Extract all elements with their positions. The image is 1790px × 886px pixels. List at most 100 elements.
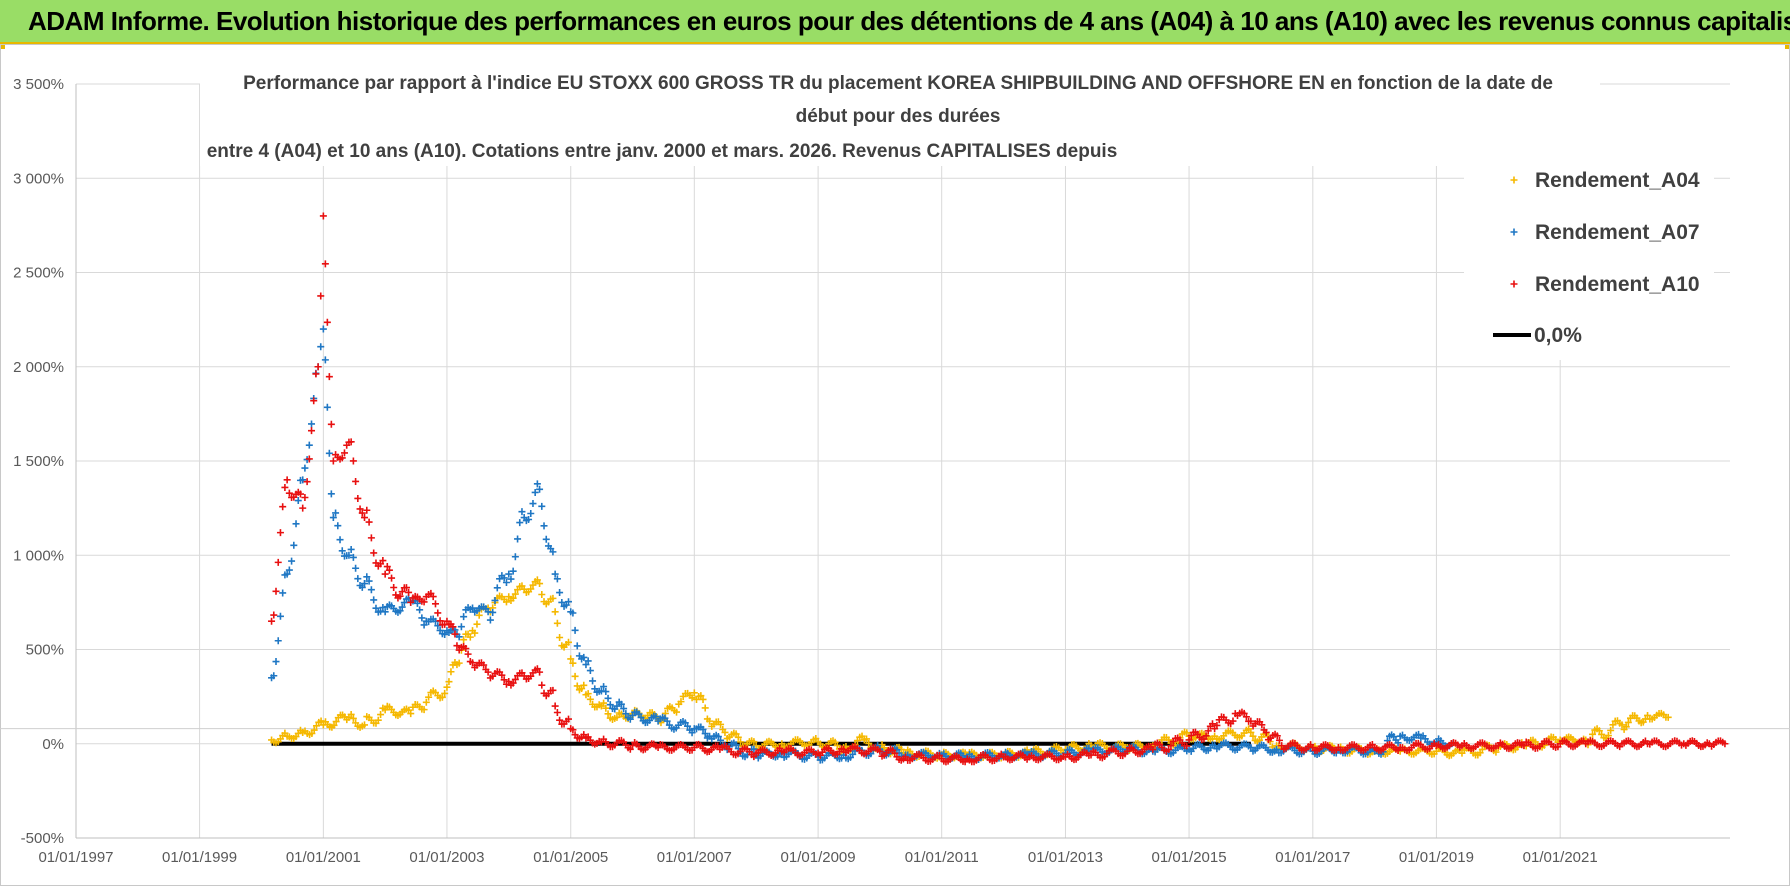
data-point (538, 502, 546, 510)
data-point (390, 584, 398, 592)
data-point (1616, 719, 1624, 727)
data-point (283, 476, 291, 484)
data-point (509, 679, 517, 687)
data-point (553, 619, 561, 627)
data-point (352, 477, 360, 485)
data-point (863, 735, 871, 743)
data-point (358, 722, 366, 730)
data-point (604, 710, 612, 718)
data-point (518, 508, 526, 516)
data-point (553, 708, 561, 716)
data-point (551, 608, 559, 616)
x-tick-label: 01/01/2007 (657, 849, 732, 866)
data-point (507, 575, 515, 583)
data-point (396, 592, 404, 600)
data-point (455, 659, 463, 667)
data-point (270, 672, 278, 680)
y-tick-label: -500% (21, 830, 64, 847)
data-point (1492, 742, 1500, 750)
data-point (1589, 730, 1597, 738)
data-point (285, 489, 293, 497)
data-point (347, 545, 355, 553)
data-point (1518, 741, 1526, 749)
data-point (438, 693, 446, 701)
data-point (573, 682, 581, 690)
data-point (1703, 739, 1711, 747)
data-point (405, 588, 413, 596)
data-point (586, 667, 594, 675)
title-background (200, 66, 1600, 166)
data-point (1394, 739, 1402, 747)
data-point (565, 598, 573, 606)
data-point (434, 622, 442, 630)
data-point (1624, 718, 1632, 726)
data-point (1147, 743, 1155, 751)
data-point (1270, 747, 1278, 755)
data-point (697, 692, 705, 700)
data-point (418, 614, 426, 622)
data-point (305, 455, 313, 463)
data-point (1247, 728, 1255, 736)
data-point (354, 494, 362, 502)
data-point (420, 621, 428, 629)
data-point (580, 681, 588, 689)
data-point (1719, 738, 1727, 746)
legend-swatch-rendement_a07 (1510, 228, 1518, 236)
data-point (379, 704, 387, 712)
data-point (407, 598, 415, 606)
data-point (1616, 743, 1624, 751)
data-point (812, 750, 820, 758)
data-point (750, 738, 758, 746)
data-point (338, 454, 346, 462)
data-point (449, 623, 457, 631)
data-point (600, 699, 608, 707)
data-point (518, 582, 526, 590)
data-point (865, 739, 873, 747)
data-point (434, 609, 442, 617)
data-point (1208, 741, 1216, 749)
data-point (276, 529, 284, 537)
data-point (290, 541, 298, 549)
data-point (812, 735, 820, 743)
data-point (703, 734, 711, 742)
y-tick-label: 2 000% (13, 359, 64, 376)
data-point (514, 535, 522, 543)
data-point (317, 343, 325, 351)
data-point (374, 716, 382, 724)
data-point (684, 722, 692, 730)
data-point (606, 701, 614, 709)
data-point (569, 659, 577, 667)
data-point (622, 710, 630, 718)
data-point (717, 736, 725, 744)
data-point (441, 630, 449, 638)
data-point (398, 603, 406, 611)
y-tick-label: 3 000% (13, 170, 64, 187)
data-point (498, 671, 506, 679)
data-point (272, 587, 280, 595)
data-point (352, 564, 360, 572)
data-point (365, 577, 373, 585)
data-point (288, 557, 296, 565)
data-point (652, 712, 660, 720)
data-point (471, 629, 479, 637)
data-point (673, 708, 681, 716)
data-point (301, 493, 309, 501)
data-point (699, 695, 707, 703)
data-point (602, 688, 610, 696)
data-point (274, 637, 282, 645)
data-point (688, 729, 696, 737)
data-point (538, 591, 546, 599)
data-point (268, 617, 276, 625)
data-point (396, 607, 404, 615)
data-point (1165, 746, 1173, 754)
data-point (551, 702, 559, 710)
data-point (270, 611, 278, 619)
y-tick-label: 500% (26, 642, 64, 659)
data-point (1307, 741, 1315, 749)
series-rendement_a04 (268, 576, 1672, 762)
data-point (321, 260, 329, 268)
data-point (332, 509, 340, 517)
x-tick-label: 01/01/2021 (1523, 849, 1598, 866)
data-point (1202, 732, 1210, 740)
data-point (502, 578, 510, 586)
